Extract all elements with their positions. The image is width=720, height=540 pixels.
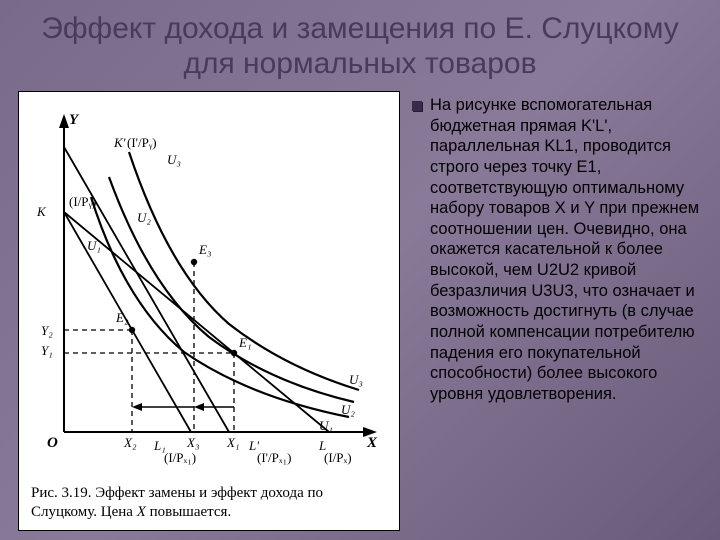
label-Lx: (I/Pₓ)	[324, 450, 352, 465]
figure-caption-2: Слуцкому. Цена X повышается.	[31, 504, 231, 520]
figure-container: Y X O	[18, 91, 400, 531]
label-L1px: (I'/Pₓ₁)	[257, 450, 291, 465]
label-O: O	[47, 435, 58, 451]
diagram-svg: Y X O	[19, 92, 399, 532]
label-K1: K'	[113, 135, 126, 150]
label-U3-top: U₃	[167, 152, 181, 167]
label-X1: X₁	[226, 435, 239, 450]
label-U1-top: U₁	[87, 238, 101, 253]
label-Y2: Y₂	[41, 323, 53, 338]
bullet-item: На рисунке вспомогательная бюджетная пря…	[412, 95, 702, 404]
label-K1I: (I'/Pᵧ)	[127, 135, 157, 151]
label-KI: (I/Pᵧ)	[69, 194, 96, 210]
figure-caption-1: Рис. 3.19. Эффект замены и эффект дохода…	[31, 485, 323, 501]
text-column: На рисунке вспомогательная бюджетная пря…	[412, 91, 702, 531]
label-U3-r: U₃	[349, 372, 363, 387]
label-Y1: Y₁	[41, 343, 53, 358]
indifference-curves	[91, 152, 359, 417]
label-E2: E₂	[115, 310, 129, 325]
bullet-icon	[412, 101, 422, 111]
slide: Эффект дохода и замещения по Е. Слуцкому…	[0, 0, 720, 540]
label-X: X	[366, 435, 378, 451]
label-U2-r: U₂	[341, 402, 355, 417]
label-K: K	[36, 204, 47, 219]
label-L1x: (I/Pₓ₁)	[164, 450, 196, 465]
axes: Y X O	[47, 112, 378, 451]
label-X3: X₃	[186, 435, 199, 450]
body-text: На рисунке вспомогательная бюджетная пря…	[430, 95, 702, 404]
label-E1: E₁	[238, 335, 251, 350]
effect-arrows	[132, 403, 234, 411]
content-row: Y X O	[18, 91, 702, 531]
label-Y: Y	[69, 112, 80, 128]
label-U2-top: U₂	[137, 210, 151, 225]
label-U1-r: U₁	[319, 418, 333, 433]
slide-title: Эффект дохода и замещения по Е. Слуцкому…	[18, 12, 702, 81]
label-E3: E₃	[198, 242, 211, 257]
label-X2: X₂	[123, 435, 137, 450]
